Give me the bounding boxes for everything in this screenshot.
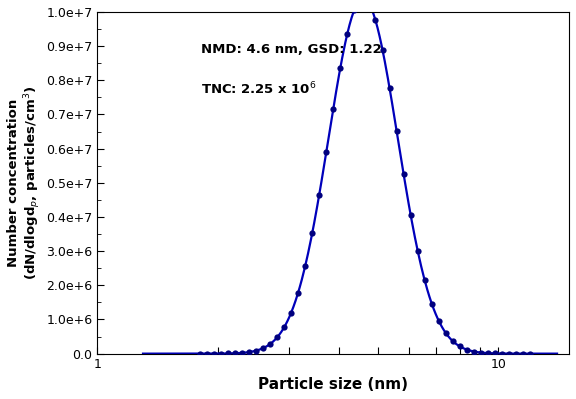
Text: NMD: 4.6 nm, GSD: 1.22: NMD: 4.6 nm, GSD: 1.22 xyxy=(201,43,382,56)
Y-axis label: Number concentration
(dN/dlogd$_p$, particles/cm$^3$): Number concentration (dN/dlogd$_p$, part… xyxy=(7,85,43,280)
Text: TNC: 2.25 x 10$^6$: TNC: 2.25 x 10$^6$ xyxy=(201,80,317,97)
X-axis label: Particle size (nm): Particle size (nm) xyxy=(258,377,408,392)
